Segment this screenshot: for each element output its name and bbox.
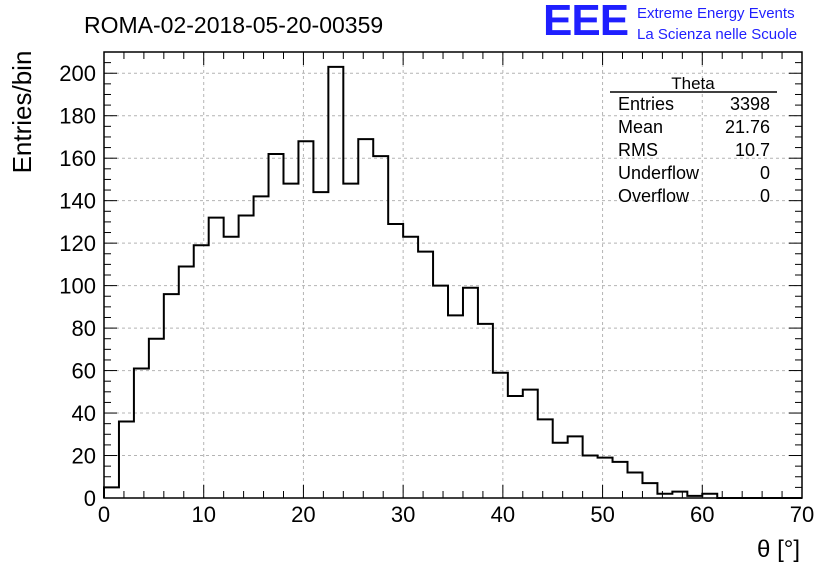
histogram-bin bbox=[568, 436, 583, 498]
histogram-bin bbox=[194, 245, 209, 498]
histogram-bin bbox=[119, 422, 134, 498]
x-tick-label: 20 bbox=[291, 502, 315, 527]
x-tick-label: 60 bbox=[690, 502, 714, 527]
stats-row-label: Entries bbox=[618, 94, 674, 114]
y-tick-label: 120 bbox=[59, 231, 96, 256]
stats-row-value: 3398 bbox=[730, 94, 770, 114]
histogram-bin bbox=[298, 141, 313, 498]
eee-logo: EEE Extreme Energy Events La Scienza nel… bbox=[543, 0, 833, 46]
eee-logo-mark: EEE bbox=[543, 0, 629, 45]
histogram-outline bbox=[103, 65, 802, 499]
x-tick-label: 70 bbox=[790, 502, 814, 527]
y-tick-label: 40 bbox=[72, 401, 96, 426]
histogram-bin bbox=[104, 487, 119, 498]
histogram-bin bbox=[179, 267, 194, 498]
x-tick-label: 0 bbox=[98, 502, 110, 527]
stats-row-value: 0 bbox=[760, 163, 770, 183]
stats-row-label: Mean bbox=[618, 117, 663, 137]
stats-row-label: Underflow bbox=[618, 163, 700, 183]
histogram-bin bbox=[538, 419, 553, 498]
stats-box-title: Theta bbox=[671, 74, 715, 93]
x-axis-label: θ [°] bbox=[757, 536, 800, 563]
histogram-bin bbox=[418, 252, 433, 498]
y-tick-label: 100 bbox=[59, 274, 96, 299]
y-tick-labels: 0 20 40 60 80 100 120 140 160 180 200 bbox=[59, 61, 96, 511]
x-tick-label: 40 bbox=[491, 502, 515, 527]
y-tick-label: 140 bbox=[59, 189, 96, 214]
logo-caption-line2: La Scienza nelle Scuole bbox=[637, 26, 798, 43]
histogram-bin bbox=[642, 483, 657, 498]
y-tick-label: 80 bbox=[72, 316, 96, 341]
chart-title: ROMA-02-2018-05-20-00359 bbox=[84, 12, 383, 38]
plot-frame bbox=[103, 51, 803, 499]
histogram-bin bbox=[448, 315, 463, 498]
axis-ticks bbox=[103, 51, 803, 499]
histogram-bin bbox=[628, 473, 643, 498]
y-tick-label: 20 bbox=[72, 444, 96, 469]
histogram-bin bbox=[283, 184, 298, 498]
histogram-bin bbox=[149, 339, 164, 498]
stats-row-value: 0 bbox=[760, 186, 770, 206]
histogram-bin bbox=[224, 237, 239, 498]
stats-row-label: RMS bbox=[618, 140, 658, 160]
y-axis-label: Entries/bin bbox=[7, 51, 37, 174]
histogram-bin bbox=[583, 456, 598, 498]
histogram-bin bbox=[134, 368, 149, 498]
histogram-bin bbox=[209, 218, 224, 498]
histogram-bin bbox=[388, 224, 403, 498]
histogram-bin bbox=[613, 462, 628, 498]
histogram-bin bbox=[328, 67, 343, 498]
histogram-bin bbox=[343, 184, 358, 498]
histogram-bin bbox=[553, 443, 568, 498]
stats-row-value: 21.76 bbox=[725, 117, 770, 137]
histogram-bin bbox=[373, 156, 388, 498]
y-tick-label: 200 bbox=[59, 61, 96, 86]
histogram-bin bbox=[433, 286, 448, 498]
histogram-bin bbox=[523, 390, 538, 498]
histogram-bin bbox=[313, 192, 328, 498]
stats-row-label: Overflow bbox=[618, 186, 690, 206]
grid-lines bbox=[104, 52, 802, 498]
histogram-bin bbox=[358, 139, 373, 498]
histogram-bin bbox=[239, 216, 254, 498]
stats-box-rows: Entries 3398 Mean 21.76 RMS 10.7 Underflow 0 Ove… bbox=[618, 94, 770, 206]
y-tick-label: 160 bbox=[59, 146, 96, 171]
histogram-bin bbox=[269, 154, 284, 498]
x-tick-label: 50 bbox=[590, 502, 614, 527]
y-tick-label: 60 bbox=[72, 359, 96, 384]
histogram-bin bbox=[463, 288, 478, 498]
histogram-bin bbox=[478, 324, 493, 498]
histogram-bin bbox=[493, 373, 508, 498]
stats-row-value: 10.7 bbox=[735, 140, 770, 160]
x-tick-label: 30 bbox=[391, 502, 415, 527]
y-tick-label: 180 bbox=[59, 104, 96, 129]
x-tick-labels: 0 10 20 30 40 50 60 70 bbox=[98, 502, 814, 527]
y-tick-label: 0 bbox=[84, 486, 96, 511]
histogram-bin bbox=[164, 294, 179, 498]
histogram-bin bbox=[508, 396, 523, 498]
x-tick-label: 10 bbox=[191, 502, 215, 527]
histogram-bin bbox=[254, 196, 269, 498]
stats-box: Theta Entries 3398 Mean 21.76 RMS 10.7 Underfl… bbox=[610, 74, 777, 206]
logo-caption-line1: Extreme Energy Events bbox=[637, 5, 795, 22]
histogram-bin bbox=[598, 458, 613, 498]
histogram-bin bbox=[403, 237, 418, 498]
